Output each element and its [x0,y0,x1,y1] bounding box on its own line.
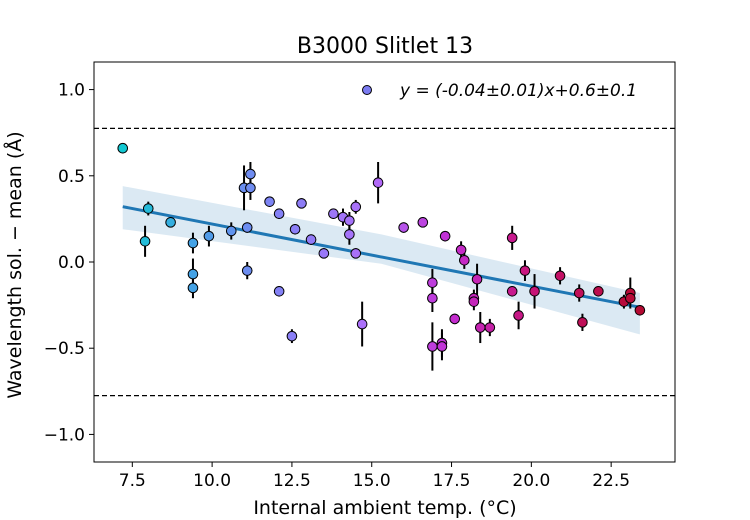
x-tick-label: 22.5 [592,471,630,491]
data-point [225,225,237,237]
data-point [344,229,355,240]
data-point [449,313,461,325]
data-point [273,208,285,220]
y-tick-label: −0.5 [44,339,85,359]
data-point [593,286,604,297]
data-point [484,322,496,333]
data-points [117,142,646,352]
data-point [203,230,215,242]
data-point [577,317,588,328]
data-point [427,292,438,304]
data-point [625,292,636,304]
x-axis-ticks: 7.5 10.0 12.5 15.0 17.5 20.0 22.5 [119,462,630,491]
data-point [187,268,199,280]
data-point [634,304,646,316]
data-point [459,254,470,266]
data-point [241,265,253,276]
data-point [506,232,518,244]
data-point [372,177,384,188]
data-point [117,142,129,154]
data-point [468,296,480,307]
data-point [273,286,285,297]
data-point [142,203,154,214]
data-point [139,236,151,247]
y-tick-label: 0.5 [58,167,85,187]
data-point [471,273,483,285]
y-tick-label: 0.0 [58,253,85,273]
fit-line [122,205,641,309]
x-tick-label: 7.5 [119,471,146,491]
data-point [529,286,540,297]
chart-title: B3000 Slitlet 13 [297,34,473,59]
legend-label: y = (-0.04±0.01)x+0.6±0.1 [399,81,637,101]
data-point [245,182,256,194]
data-point [318,248,330,259]
data-point [573,287,585,299]
data-point [417,217,429,228]
data-point [554,270,566,282]
y-axis-label: Wavelength sol. − mean (Å) [3,131,26,398]
y-tick-label: 1.0 [58,81,85,101]
data-point [506,286,518,297]
x-tick-label: 15.0 [353,471,391,491]
data-point [289,223,301,235]
data-point [165,217,176,228]
data-point [350,201,362,213]
data-point [513,310,524,321]
x-axis-label: Internal ambient temp. (°C) [253,497,516,519]
x-tick-label: 10.0 [193,471,231,491]
data-point [350,248,362,259]
data-point [296,198,307,209]
x-tick-label: 17.5 [433,471,471,491]
data-point [356,318,368,330]
data-point [436,341,448,352]
data-point [241,222,253,233]
reference-lines [94,127,675,397]
y-tick-label: −1.0 [44,425,85,445]
fit-band-area [122,186,640,335]
data-point [427,341,438,352]
fit-line-path [122,205,641,309]
x-tick-label: 20.0 [512,471,550,491]
data-point [439,230,451,242]
data-point [187,237,199,249]
legend-marker [362,85,372,95]
y-axis-ticks: −1.0 −0.5 0.0 0.5 1.0 [44,81,94,445]
data-point [519,265,531,276]
data-point [328,208,339,220]
data-point [427,277,438,288]
fit-confidence-band [122,186,640,335]
x-tick-label: 12.5 [273,471,311,491]
data-point [245,168,256,180]
data-point [305,234,317,245]
data-point [264,196,275,207]
data-point [344,215,355,226]
legend: y = (-0.04±0.01)x+0.6±0.1 [362,81,637,101]
data-point [286,330,298,342]
data-point [187,282,199,294]
data-point [398,222,409,233]
data-point [474,322,486,333]
data-point [455,244,467,256]
